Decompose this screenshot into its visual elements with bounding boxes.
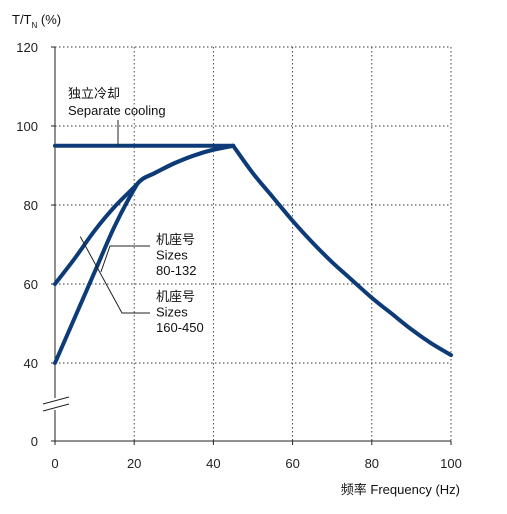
series-line-decline <box>231 143 453 358</box>
x-tick-label: 0 <box>51 456 58 471</box>
y-tick-label: 60 <box>24 277 38 292</box>
axis-break-gap <box>41 398 71 410</box>
axes: 0 20 40 60 80 100 0 40 60 80 100 120 <box>16 40 462 471</box>
x-tick-label: 80 <box>365 456 379 471</box>
x-tick-label: 100 <box>440 456 462 471</box>
x-tick-label: 60 <box>285 456 299 471</box>
y-tick-label: 80 <box>24 198 38 213</box>
sizes-160-450-label: 机座号 <box>156 289 195 304</box>
x-tick-label: 20 <box>127 456 141 471</box>
y-axis-label: T/TN (%) <box>12 12 61 30</box>
series-line-sizes-80-132 <box>53 143 236 286</box>
y-tick-label: 120 <box>16 40 38 55</box>
y-tick-label: 0 <box>31 434 38 449</box>
grid <box>55 46 452 441</box>
sizes-80-132-label: 80-132 <box>156 263 196 278</box>
series-line-sizes-160-450 <box>53 143 236 365</box>
sizes-160-450-leader <box>79 236 150 314</box>
axis-break-mark <box>42 403 70 412</box>
x-axis-label: 频率 Frequency (Hz) <box>341 482 460 497</box>
sizes-80-132-leader <box>100 245 150 273</box>
sizes-160-450-label: Sizes <box>156 305 188 320</box>
x-tick-label: 40 <box>206 456 220 471</box>
sizes-80-132-label: Sizes <box>156 248 188 263</box>
sizes-160-450-label: 160-450 <box>156 320 204 335</box>
y-tick-label: 40 <box>24 356 38 371</box>
sizes-80-132-label: 机座号 <box>156 232 195 247</box>
series <box>53 143 453 365</box>
axis-break-mark <box>42 396 70 405</box>
separate-cooling-label: 独立冷却 <box>68 86 120 101</box>
y-tick-label: 100 <box>16 119 38 134</box>
separate-cooling-label: Separate cooling <box>68 103 166 118</box>
